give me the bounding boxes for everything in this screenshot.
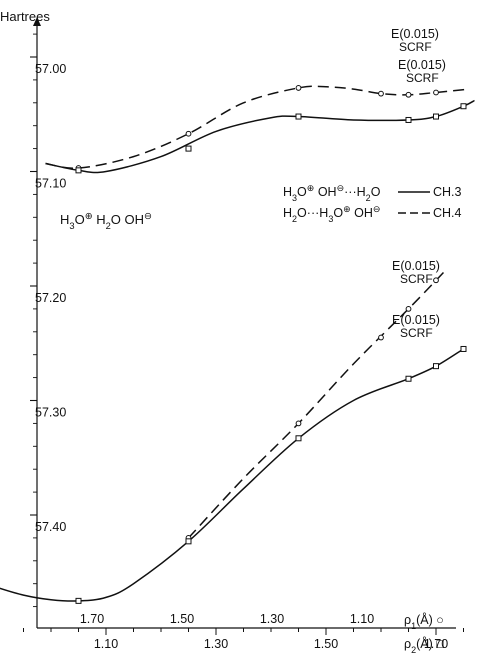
legend-entry-1-text: H3O⊕ OH⊖···H2O [283,183,381,203]
series-4-label-sub: SCRF [400,326,433,340]
series-2-point [405,116,412,123]
series-1-point [405,91,412,98]
x-rho2-tick-label: 1.50 [314,637,338,651]
y-tick-label: 57.20 [35,291,66,305]
reactant-label: H3O⊕ H2O OH⊖ [60,211,152,231]
series-1-point [378,90,384,97]
y-tick-label: 57.30 [35,406,66,420]
series-1-line [45,85,470,169]
x-rho1-tick-label: 1.10 [350,612,374,626]
series-2-line [45,99,475,174]
series-3-point [295,420,302,427]
markers [75,85,467,604]
legend-entry-2-text: H2O···H3O⊕ OH⊖ [283,204,380,224]
series-2-point [460,103,467,110]
series-2-point [75,167,82,174]
series-4-point [75,597,82,604]
series-4-point [460,345,467,352]
series-2-label: E(0.015) [398,58,446,72]
legend-entry-1-name: CH.3 [433,185,462,199]
series-2-point [295,113,302,120]
x-rho2-tick-label: 1.10 [94,637,118,651]
ticks [23,33,464,635]
y-tick-label: 57.10 [35,177,66,191]
series-4-point [405,375,412,382]
series-4-label: E(0.015) [392,313,440,327]
curves [0,85,475,602]
series-1-point [295,85,302,91]
y-axis-arrow [33,17,41,26]
series-4-point [295,435,302,442]
series-3-point [433,277,439,284]
axes [33,17,456,629]
series-4-line [0,348,464,602]
x-rho1-tick-label: 1.50 [170,612,194,626]
x-rho2-tick-label: 1.30 [204,637,228,651]
x-rho1-axis-label: ρ1(Å) ○ [404,612,444,631]
series-3-label: E(0.015) [392,259,440,273]
series-3-line [187,268,448,539]
series-2-point [185,145,192,152]
series-3-point [378,334,384,341]
series-4-point [185,538,192,545]
series-3-label-sub: SCRF [400,272,433,286]
x-rho1-tick-label: 1.70 [80,612,104,626]
series-4-point [433,363,439,370]
y-axis-label: Hartrees [0,9,50,24]
legend-entry-2-name: CH.4 [433,206,462,220]
x-rho1-tick-label: 1.30 [260,612,284,626]
x-rho2-tick-label: 1.70 [424,637,448,651]
labels: Hartrees 57.00 57.10 57.20 57.30 57.40 1.10 1.3… [0,9,462,655]
series-1-point [433,89,439,96]
series-2-point [433,113,439,120]
series-1-point [185,130,192,137]
x-rho2-axis-label: ρ2(Å) □ [404,636,444,655]
series-2-label-sub: SCRF [406,71,439,85]
series-1-label-sub: SCRF [399,40,432,54]
series-3-point [405,306,412,312]
y-tick-label: 57.00 [35,62,66,76]
y-tick-label: 57.40 [35,520,66,534]
series-1-label: E(0.015) [391,27,439,41]
